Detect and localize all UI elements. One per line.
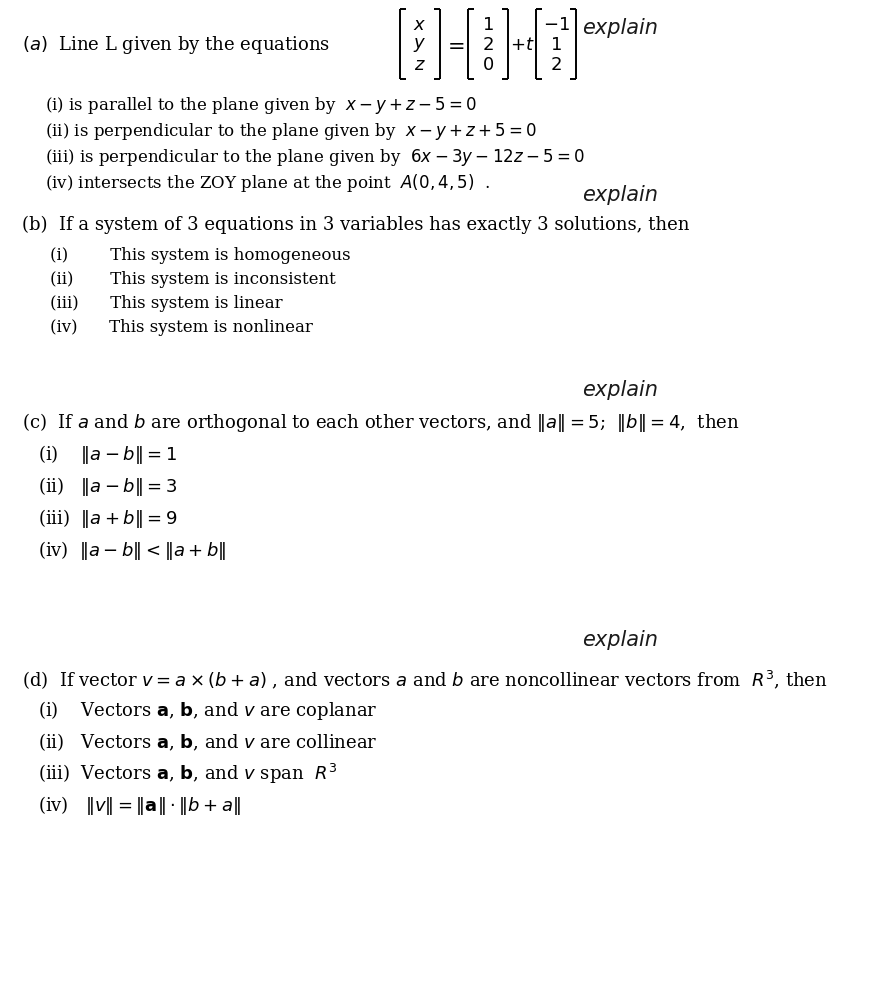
Text: (d)  If vector $v=a\times(b+a)$ , and vectors $a$ and $b$ are noncollinear vecto: (d) If vector $v=a\times(b+a)$ , and vec…	[22, 668, 828, 690]
Text: (c)  If $\mathit{a}$ and $\mathit{b}$ are orthogonal to each other vectors, and : (c) If $\mathit{a}$ and $\mathit{b}$ are…	[22, 410, 740, 433]
Text: (iv)   $\|v\|=\|\mathbf{a}\|\cdot\|b+a\|$: (iv) $\|v\|=\|\mathbf{a}\|\cdot\|b+a\|$	[38, 794, 241, 817]
Text: $z$: $z$	[414, 56, 426, 74]
Text: (iv) intersects the ZOY plane at the point  $A(0,4,5)$  .: (iv) intersects the ZOY plane at the poi…	[45, 171, 490, 193]
Text: (ii)       This system is inconsistent: (ii) This system is inconsistent	[50, 271, 336, 288]
Text: (iii)  $\|a+b\|=9$: (iii) $\|a+b\|=9$	[38, 507, 178, 530]
Text: $2$: $2$	[482, 36, 494, 54]
Text: (ii) is perpendicular to the plane given by  $x-y+z+5=0$: (ii) is perpendicular to the plane given…	[45, 120, 537, 141]
Text: $+t$: $+t$	[510, 36, 535, 54]
Text: (i)        This system is homogeneous: (i) This system is homogeneous	[50, 246, 351, 264]
Text: (b)  If a system of 3 equations in 3 variables has exactly 3 solutions, then: (b) If a system of 3 equations in 3 vari…	[22, 215, 689, 233]
Text: explain: explain	[582, 629, 658, 649]
Text: (iii)  Vectors $\mathbf{a}$, $\mathbf{b}$, and $v$ span  $R^{3}$: (iii) Vectors $\mathbf{a}$, $\mathbf{b}$…	[38, 762, 337, 786]
Text: (i) is parallel to the plane given by  $x-y+z-5=0$: (i) is parallel to the plane given by $x…	[45, 94, 477, 115]
Text: $-1$: $-1$	[543, 16, 569, 34]
Text: $(a)$  Line L given by the equations: $(a)$ Line L given by the equations	[22, 34, 330, 56]
Text: (ii)   Vectors $\mathbf{a}$, $\mathbf{b}$, and $v$ are collinear: (ii) Vectors $\mathbf{a}$, $\mathbf{b}$,…	[38, 730, 377, 753]
Text: $0$: $0$	[482, 56, 494, 74]
Text: (iii)      This system is linear: (iii) This system is linear	[50, 295, 282, 312]
Text: explain: explain	[582, 18, 658, 38]
Text: (iii) is perpendicular to the plane given by  $6x-3y-12z-5=0$: (iii) is perpendicular to the plane give…	[45, 146, 584, 167]
Text: explain: explain	[582, 184, 658, 204]
Text: $1$: $1$	[551, 36, 562, 54]
Text: $=$: $=$	[443, 35, 464, 54]
Text: explain: explain	[582, 380, 658, 400]
Text: $1$: $1$	[482, 16, 494, 34]
Text: (i)    Vectors $\mathbf{a}$, $\mathbf{b}$, and $v$ are coplanar: (i) Vectors $\mathbf{a}$, $\mathbf{b}$, …	[38, 697, 377, 720]
Text: (i)    $\|a-b\|=1$: (i) $\|a-b\|=1$	[38, 443, 177, 466]
Text: $2$: $2$	[551, 56, 562, 74]
Text: (iv)      This system is nonlinear: (iv) This system is nonlinear	[50, 319, 313, 335]
Text: $y$: $y$	[413, 36, 426, 54]
Text: $x$: $x$	[414, 16, 426, 34]
Text: (iv)  $\|a-b\|<\|a+b\|$: (iv) $\|a-b\|<\|a+b\|$	[38, 539, 226, 562]
Text: (ii)   $\|a-b\|=3$: (ii) $\|a-b\|=3$	[38, 475, 178, 498]
